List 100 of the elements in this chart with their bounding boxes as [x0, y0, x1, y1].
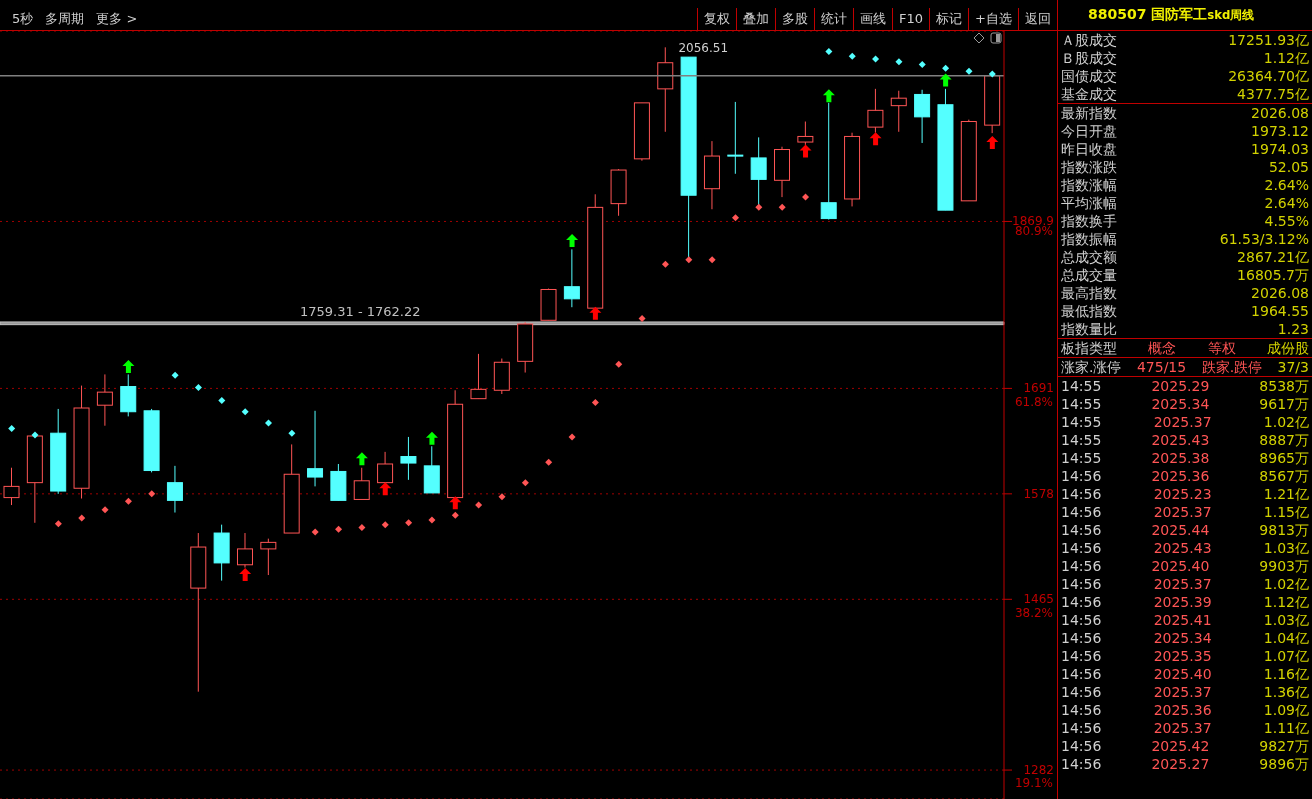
- text: Ａ股成交 17251.93亿: [1061, 32, 1309, 48]
- point: [8, 425, 16, 433]
- point: [218, 397, 226, 405]
- text: 14:56 2025.27 9896万: [1061, 756, 1309, 772]
- candlestick: [3, 467, 20, 506]
- point: [685, 256, 693, 264]
- point: [311, 528, 319, 536]
- y-tick-label: 1465: [1023, 592, 1054, 607]
- y2-tick-label: 19.1%: [1014, 776, 1053, 791]
- text: 总成交量 16805.7万: [1061, 267, 1309, 283]
- candlestick: [260, 538, 277, 576]
- text: 5秒: [12, 10, 34, 28]
- text: 14:56 2025.34 1.04亿: [1061, 630, 1309, 646]
- text: 14:55 2025.38 8965万: [1061, 450, 1309, 466]
- candlestick: [563, 248, 580, 308]
- text: 指数换手 4.55%: [1061, 213, 1309, 229]
- point: [379, 482, 392, 496]
- text: 14:56 2025.44 9813万: [1061, 522, 1309, 538]
- point: [939, 73, 952, 87]
- point: [239, 568, 252, 582]
- point: [358, 523, 366, 531]
- text: 复权: [697, 8, 737, 30]
- point: [638, 314, 646, 322]
- point: [591, 398, 599, 406]
- text: 指数涨幅 2.64%: [1061, 177, 1309, 193]
- text: 14:56 2025.40 9903万: [1061, 558, 1309, 574]
- text: 14:56 2025.40 1.16亿: [1061, 666, 1309, 682]
- point: [918, 61, 926, 69]
- text: 最新指数 2026.08: [1061, 105, 1309, 121]
- point: [405, 519, 413, 527]
- text: 今日开盘 1973.12: [1061, 123, 1309, 139]
- point: [124, 497, 132, 505]
- text: 14:55 2025.43 8887万: [1061, 432, 1309, 448]
- text: 最高指数 2026.08: [1061, 285, 1309, 301]
- text: 基金成交 4377.75亿: [1061, 86, 1309, 102]
- point: [31, 431, 39, 439]
- point: [148, 490, 156, 498]
- text: 14:55 2025.37 1.02亿: [1061, 414, 1309, 430]
- text: 指数振幅 61.53/3.12%: [1061, 231, 1309, 247]
- candlestick: [353, 467, 370, 500]
- text: 14:55 2025.34 9617万: [1061, 396, 1309, 412]
- text: 叠加: [736, 8, 776, 30]
- text: 14:56 2025.37 1.02亿: [1061, 576, 1309, 592]
- y-tick-label: 1282: [1023, 763, 1054, 778]
- text: 指数涨跌 52.05: [1061, 159, 1309, 175]
- text: 昨日收盘 1974.03: [1061, 141, 1309, 157]
- y2-tick-label: 38.2%: [1014, 605, 1053, 620]
- point: [848, 52, 856, 60]
- point: [54, 520, 62, 528]
- text: 画线: [853, 8, 893, 30]
- point: [449, 496, 462, 510]
- y2-tick-label: 61.8%: [1014, 394, 1053, 409]
- point: [708, 256, 716, 264]
- candlestick: [727, 101, 744, 175]
- point: [799, 144, 812, 158]
- point: [265, 419, 273, 427]
- point: [661, 260, 669, 268]
- point: [872, 55, 880, 63]
- point: [521, 479, 529, 487]
- annotation: 2056.51: [678, 40, 729, 55]
- text: 最低指数 1964.55: [1061, 303, 1309, 319]
- point: [825, 48, 833, 56]
- point: [425, 431, 438, 445]
- candlestick: [307, 410, 324, 487]
- point: [755, 203, 763, 211]
- point: [355, 452, 368, 466]
- candlestick: [96, 373, 113, 427]
- text: 更多 >: [96, 10, 138, 28]
- point: [171, 371, 179, 379]
- text: 14:56 2025.39 1.12亿: [1061, 594, 1309, 610]
- point: [194, 383, 202, 391]
- text: +自选: [968, 8, 1018, 30]
- point: [288, 429, 296, 437]
- text: 多周期: [45, 10, 85, 28]
- point: [942, 64, 950, 72]
- candlestick: [890, 90, 907, 133]
- text: 统计: [814, 8, 854, 30]
- point: [78, 514, 86, 522]
- y-tick-label: 1691: [1023, 381, 1054, 396]
- point: [498, 493, 506, 501]
- text: 14:56 2025.37 1.36亿: [1061, 684, 1309, 700]
- point: [988, 70, 996, 78]
- text: 14:56 2025.42 9827万: [1061, 738, 1309, 754]
- text: 板指类型 概念 等权 成份股: [1061, 340, 1309, 356]
- candlestick: [914, 89, 931, 144]
- text: 14:56 2025.37 1.15亿: [1061, 504, 1309, 520]
- text: 国债成交 26364.70亿: [1061, 68, 1309, 84]
- point: [566, 233, 579, 247]
- candlestick: [470, 353, 487, 400]
- point: [451, 511, 459, 519]
- point: [615, 360, 623, 368]
- point: [335, 525, 343, 533]
- text: 返回: [1018, 8, 1057, 30]
- point: [101, 506, 109, 514]
- point: [802, 193, 810, 201]
- candlestick: [166, 465, 183, 514]
- point: [731, 214, 739, 222]
- text: 14:56 2025.36 1.09亿: [1061, 702, 1309, 718]
- text: 平均涨幅 2.64%: [1061, 195, 1309, 211]
- candlestick: [236, 532, 253, 569]
